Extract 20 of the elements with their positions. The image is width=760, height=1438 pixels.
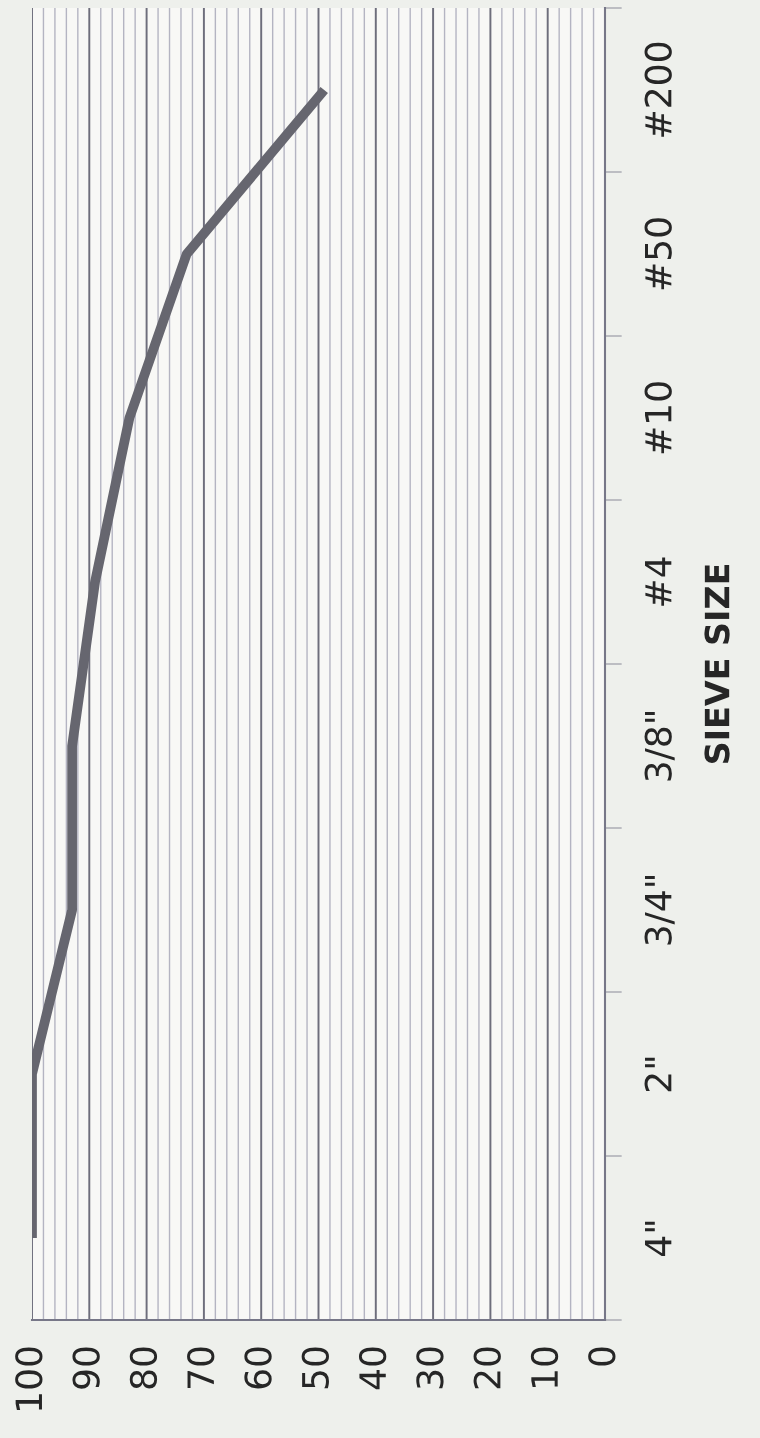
x-tick-label: 70 bbox=[187, 1347, 215, 1388]
y-tick-label: 3/8" bbox=[644, 712, 675, 781]
x-tick-label: 10 bbox=[530, 1347, 559, 1387]
x-tick-label: 50 bbox=[301, 1347, 329, 1389]
x-tick-label: 30 bbox=[416, 1347, 444, 1389]
x-tick-label: 90 bbox=[72, 1347, 100, 1389]
y-tick-label: #4 bbox=[645, 557, 672, 606]
x-tick-label: 100 bbox=[15, 1347, 43, 1410]
x-tick-label: 0 bbox=[588, 1347, 616, 1366]
y-tick-label: #200 bbox=[644, 42, 672, 137]
y-tick-label: 2" bbox=[644, 1057, 672, 1092]
x-tick-label: 80 bbox=[129, 1347, 158, 1389]
x-tick-label: 20 bbox=[473, 1347, 501, 1389]
y-tick-label: #50 bbox=[644, 218, 672, 290]
y-tick-label: 3/4" bbox=[644, 876, 675, 945]
y-axis-title: SIEVE SIZE bbox=[704, 565, 730, 763]
y-tick-label: 4" bbox=[645, 1221, 672, 1257]
x-tick-label: 40 bbox=[358, 1347, 387, 1390]
x-tick-label: 60 bbox=[244, 1347, 272, 1389]
y-tick-label: #10 bbox=[644, 382, 672, 454]
